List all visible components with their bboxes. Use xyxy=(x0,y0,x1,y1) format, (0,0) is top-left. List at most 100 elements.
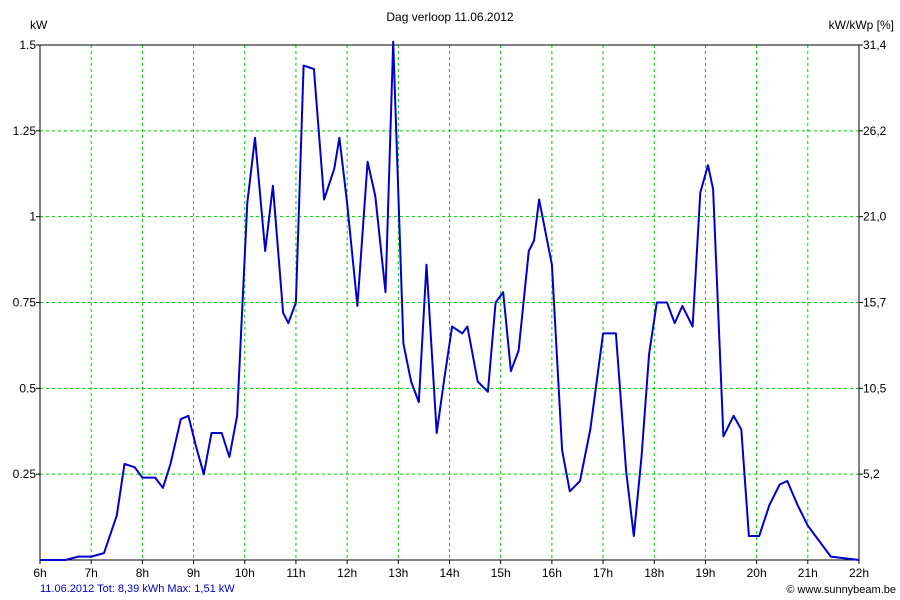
data-point xyxy=(302,64,304,66)
data-point xyxy=(425,264,427,266)
data-point xyxy=(758,535,760,537)
data-point xyxy=(517,349,519,351)
data-point xyxy=(712,188,714,190)
data-point xyxy=(602,332,604,334)
x-tick-label: 18h xyxy=(644,566,664,580)
data-point xyxy=(103,552,105,554)
data-point xyxy=(410,380,412,382)
data-point xyxy=(466,325,468,327)
data-point xyxy=(740,428,742,430)
plot-frame xyxy=(39,44,860,561)
y-axis-label-left: kW xyxy=(30,18,48,32)
data-point xyxy=(356,305,358,307)
data-point xyxy=(674,322,676,324)
data-point xyxy=(210,432,212,434)
x-tick-label: 11h xyxy=(286,566,305,580)
data-point xyxy=(551,264,553,266)
data-point xyxy=(162,487,164,489)
y2-tick-label: 31,4 xyxy=(863,38,887,52)
data-point xyxy=(287,322,289,324)
y-tick-label: 1 xyxy=(29,210,36,224)
data-point xyxy=(323,198,325,200)
data-point xyxy=(681,305,683,307)
x-tick-label: 20h xyxy=(747,566,767,580)
data-point xyxy=(228,456,230,458)
data-point xyxy=(77,555,79,557)
data-point xyxy=(858,559,860,561)
data-point xyxy=(477,380,479,382)
data-point xyxy=(699,191,701,193)
y-tick-label: 0.5 xyxy=(19,381,36,395)
y-axis-label-right: kW/kWp [%] xyxy=(828,18,894,32)
data-point xyxy=(796,504,798,506)
data-point xyxy=(633,535,635,537)
x-tick-label: 17h xyxy=(593,566,613,580)
data-point xyxy=(451,325,453,327)
series-line-power xyxy=(40,40,860,561)
data-point xyxy=(116,514,118,516)
x-tick-label: 9h xyxy=(187,566,200,580)
data-point xyxy=(418,401,420,403)
data-point xyxy=(615,332,617,334)
footer-summary: 11.06.2012 Tot: 8,39 kWh Max: 1,51 kW xyxy=(40,583,235,595)
x-tick-label: 6h xyxy=(33,566,46,580)
data-point xyxy=(768,504,770,506)
data-point xyxy=(392,44,394,46)
x-tick-label: 7h xyxy=(85,566,98,580)
data-point xyxy=(443,377,445,379)
data-point xyxy=(346,202,348,204)
data-point xyxy=(90,555,92,557)
data-point xyxy=(366,161,368,163)
y2-tick-label: 5,2 xyxy=(863,467,880,481)
data-point xyxy=(561,449,563,451)
y-tick-label: 1.25 xyxy=(13,124,37,138)
chart-title: Dag verloop 11.06.2012 xyxy=(386,10,514,24)
data-point xyxy=(589,428,591,430)
y2-tick-label: 21,0 xyxy=(863,210,887,224)
data-point xyxy=(487,391,489,393)
data-point xyxy=(569,490,571,492)
data-point xyxy=(246,202,248,204)
y-tick-label: 1.5 xyxy=(19,38,36,52)
data-point xyxy=(338,137,340,139)
data-point xyxy=(707,164,709,166)
data-point xyxy=(436,432,438,434)
data-point xyxy=(264,250,266,252)
data-point xyxy=(625,470,627,472)
y2-tick-label: 10,5 xyxy=(863,381,887,395)
x-tick-label: 14h xyxy=(439,566,459,580)
y2-tick-label: 26,2 xyxy=(863,124,887,138)
data-point xyxy=(779,483,781,485)
x-tick-label: 16h xyxy=(542,566,562,580)
data-point xyxy=(579,480,581,482)
tick-labels: 6h 7h 8h 9h 10h 11h 12h 13h 14h 15h 16h 17h 18h 19h 20… xyxy=(13,38,887,580)
data-point xyxy=(254,137,256,139)
data-point xyxy=(203,473,205,475)
data-point xyxy=(64,559,66,561)
grid xyxy=(40,45,859,560)
data-point xyxy=(830,555,832,557)
data-point xyxy=(538,198,540,200)
data-point xyxy=(39,559,41,561)
y2-tick-label: 15,7 xyxy=(863,296,887,310)
data-point xyxy=(221,432,223,434)
x-tick-label: 15h xyxy=(491,566,511,580)
data-point xyxy=(748,535,750,537)
data-point xyxy=(691,325,693,327)
data-point xyxy=(295,301,297,303)
x-tick-label: 8h xyxy=(136,566,149,580)
data-point xyxy=(528,250,530,252)
data-point xyxy=(402,343,404,345)
data-point xyxy=(187,415,189,417)
data-point xyxy=(510,370,512,372)
data-point xyxy=(666,301,668,303)
data-point xyxy=(333,167,335,169)
y-tick-label: 0.75 xyxy=(13,296,37,310)
data-point xyxy=(640,456,642,458)
data-point xyxy=(313,68,315,70)
data-point xyxy=(282,312,284,314)
data-point xyxy=(648,353,650,355)
x-tick-label: 19h xyxy=(695,566,715,580)
y-tick-label: 0.25 xyxy=(13,467,37,481)
data-point xyxy=(817,538,819,540)
